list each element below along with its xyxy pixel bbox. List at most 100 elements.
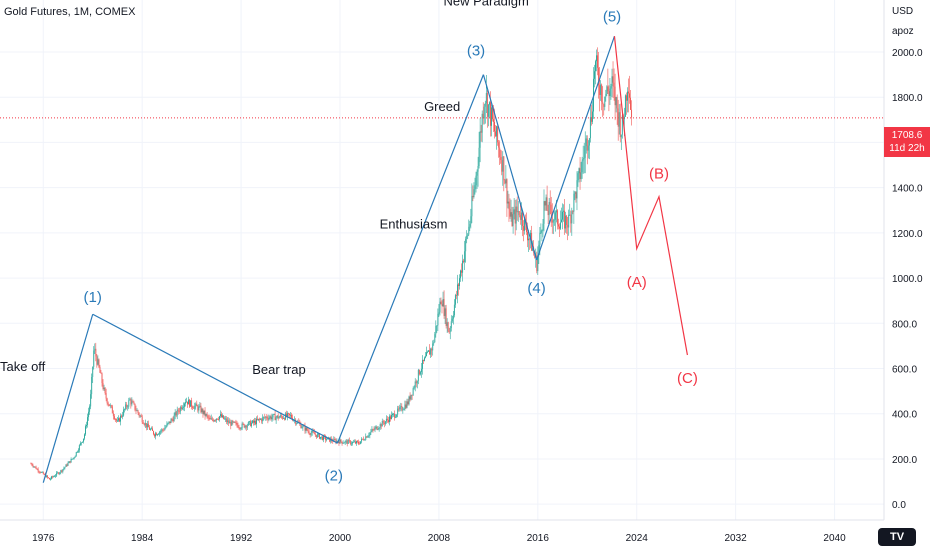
candle-body <box>504 180 506 184</box>
candle-body <box>52 476 53 478</box>
candle-body <box>585 138 587 147</box>
candle-body <box>572 211 574 213</box>
candle-body <box>230 421 232 426</box>
candle-body <box>397 408 399 415</box>
candle-body <box>446 322 448 326</box>
candle-body <box>573 193 575 212</box>
candle-body <box>267 418 269 420</box>
candle-body <box>444 308 446 316</box>
candle-body <box>528 238 529 241</box>
candle-body <box>75 451 77 456</box>
candle-body <box>348 440 350 441</box>
candle-body <box>236 422 238 426</box>
candle-body <box>148 427 150 430</box>
candle-body <box>389 416 390 422</box>
candle-body <box>273 414 275 415</box>
candle-body <box>268 417 270 420</box>
candle-body <box>87 417 89 426</box>
y-tick-label: 2000.0 <box>892 48 923 59</box>
candle-body <box>282 418 284 419</box>
candle-body <box>240 428 242 430</box>
candle-body <box>405 404 407 408</box>
candle-body <box>33 466 35 468</box>
candle-body <box>315 434 317 438</box>
y-tick-label: 400.0 <box>892 410 917 421</box>
candle-body <box>465 238 467 252</box>
candle-body <box>254 420 255 423</box>
candle-body <box>501 160 503 172</box>
candle-body <box>214 420 216 422</box>
candle-body <box>319 436 321 439</box>
candle-body <box>302 425 304 428</box>
candle-body <box>610 86 612 89</box>
candle-body <box>581 160 583 173</box>
candle-body <box>317 433 319 435</box>
candle-body <box>400 406 402 408</box>
candle-body <box>59 472 61 474</box>
wave-label: (5) <box>603 8 621 25</box>
candle-body <box>120 415 121 422</box>
candle-body <box>197 406 199 411</box>
candle-body <box>312 431 314 433</box>
candle-body <box>346 440 348 444</box>
tradingview-logo-icon[interactable]: TV <box>878 528 916 546</box>
candle-body <box>141 416 143 423</box>
candle-body <box>373 429 375 431</box>
candle-body <box>333 438 335 442</box>
candle-body <box>53 476 55 478</box>
candle-body <box>64 466 66 469</box>
candle-body <box>472 195 474 198</box>
x-tick-label: 2024 <box>626 533 649 544</box>
candle-body <box>486 92 488 117</box>
candle-body <box>79 443 81 446</box>
candle-body <box>545 197 547 206</box>
candle-body <box>549 201 551 205</box>
candle-body <box>369 432 371 436</box>
candle-body <box>606 86 608 95</box>
candle-body <box>609 88 611 97</box>
candle-body <box>433 342 435 344</box>
candle-body <box>497 126 499 143</box>
candle-body <box>233 421 235 423</box>
bar-countdown: 11d 22h <box>889 143 925 154</box>
candle-body <box>281 416 283 419</box>
candle-body <box>290 414 291 416</box>
candle-body <box>441 304 443 307</box>
candle-body <box>365 436 367 440</box>
candle-body <box>382 421 384 423</box>
candle-body <box>359 443 361 445</box>
candle-body <box>108 404 110 406</box>
candle-body <box>427 351 429 353</box>
candle-body <box>488 102 490 105</box>
candle-body <box>379 424 381 429</box>
candle-body <box>398 408 400 410</box>
candle-body <box>419 371 421 375</box>
candle-body <box>570 214 572 224</box>
candle-body <box>561 219 562 223</box>
candle-body <box>211 418 213 420</box>
candle-body <box>173 415 175 422</box>
candle-body <box>485 92 487 104</box>
candle-body <box>451 318 453 322</box>
candle-body <box>625 95 627 101</box>
candle-body <box>614 86 616 106</box>
candle-body <box>248 421 250 423</box>
candle-body <box>209 417 211 420</box>
candle-body <box>123 409 125 416</box>
candle-body <box>171 419 173 421</box>
candle-body <box>257 418 259 420</box>
candle-body <box>562 211 563 220</box>
candle-body <box>567 224 569 228</box>
candle-body <box>235 422 237 424</box>
candle-body <box>232 420 234 423</box>
candle-body <box>462 260 464 273</box>
elliott-wave-line <box>336 74 484 444</box>
candle-body <box>463 260 465 262</box>
candle-body <box>124 409 126 410</box>
candle-body <box>356 441 357 444</box>
candle-body <box>425 356 426 358</box>
wave-lines-layer <box>42 35 616 483</box>
candle-body <box>126 404 128 407</box>
candle-body <box>594 71 595 79</box>
